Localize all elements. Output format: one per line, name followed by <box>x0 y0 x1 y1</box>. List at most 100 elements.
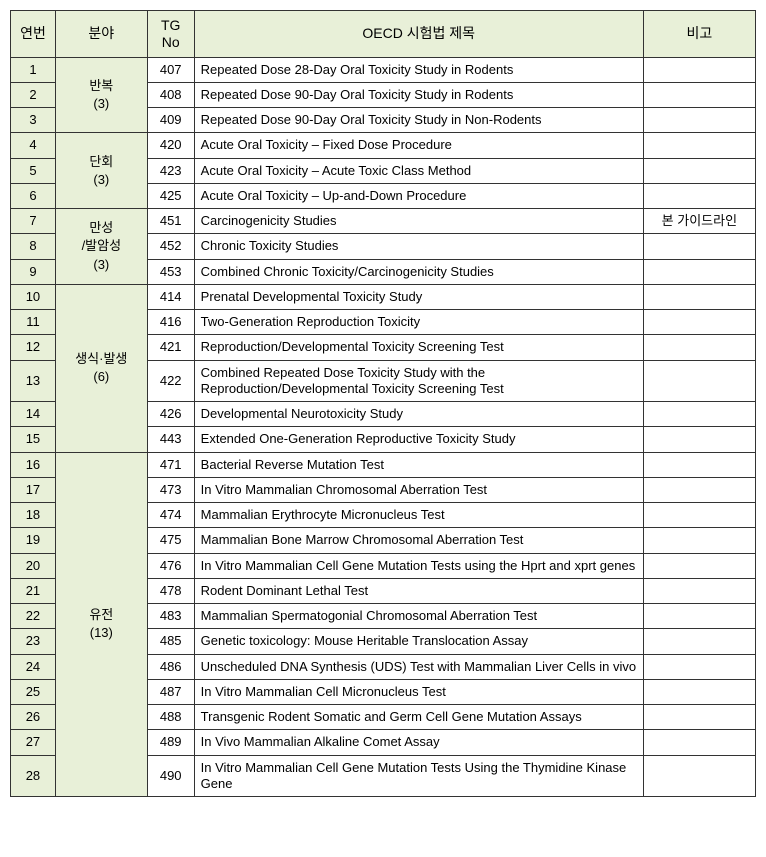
cell-title: In Vitro Mammalian Cell Gene Mutation Te… <box>194 553 643 578</box>
cell-note <box>643 553 755 578</box>
cell-note <box>643 755 755 797</box>
cell-note <box>643 503 755 528</box>
cell-note <box>643 578 755 603</box>
cell-note <box>643 679 755 704</box>
table-row: 7만성/발암성(3)451Carcinogenicity Studies본 가이… <box>11 209 756 234</box>
cell-tg-no: 423 <box>147 158 194 183</box>
table-row: 1반복(3)407Repeated Dose 28-Day Oral Toxic… <box>11 57 756 82</box>
cell-title: In Vivo Mammalian Alkaline Comet Assay <box>194 730 643 755</box>
header-tg-l2: No <box>162 34 180 50</box>
cell-tg-no: 476 <box>147 553 194 578</box>
cell-title: In Vitro Mammalian Cell Micronucleus Tes… <box>194 679 643 704</box>
cell-title: Two-Generation Reproduction Toxicity <box>194 310 643 335</box>
cell-note <box>643 284 755 309</box>
header-tg-l1: TG <box>161 17 180 33</box>
cell-num: 14 <box>11 402 56 427</box>
header-num: 연번 <box>11 11 56 58</box>
cell-num: 20 <box>11 553 56 578</box>
cell-tg-no: 426 <box>147 402 194 427</box>
cell-note <box>643 730 755 755</box>
table-body: 1반복(3)407Repeated Dose 28-Day Oral Toxic… <box>11 57 756 797</box>
cell-note <box>643 335 755 360</box>
cell-title: Prenatal Developmental Toxicity Study <box>194 284 643 309</box>
cell-category: 단회(3) <box>55 133 147 209</box>
cell-num: 19 <box>11 528 56 553</box>
cell-title: Developmental Neurotoxicity Study <box>194 402 643 427</box>
cell-tg-no: 421 <box>147 335 194 360</box>
cell-tg-no: 409 <box>147 108 194 133</box>
cell-note <box>643 108 755 133</box>
cell-tg-no: 483 <box>147 604 194 629</box>
cell-note <box>643 654 755 679</box>
cell-num: 27 <box>11 730 56 755</box>
cell-title: Acute Oral Toxicity – Up-and-Down Proced… <box>194 183 643 208</box>
cell-note <box>643 528 755 553</box>
cell-category: 반복(3) <box>55 57 147 133</box>
cell-num: 26 <box>11 705 56 730</box>
cell-num: 3 <box>11 108 56 133</box>
cell-note <box>643 604 755 629</box>
cell-num: 17 <box>11 477 56 502</box>
cell-title: Reproduction/Developmental Toxicity Scre… <box>194 335 643 360</box>
header-note: 비고 <box>643 11 755 58</box>
cell-num: 15 <box>11 427 56 452</box>
cell-num: 28 <box>11 755 56 797</box>
cell-note <box>643 234 755 259</box>
cell-note <box>643 629 755 654</box>
cell-tg-no: 451 <box>147 209 194 234</box>
cell-tg-no: 452 <box>147 234 194 259</box>
cell-num: 11 <box>11 310 56 335</box>
cell-category: 만성/발암성(3) <box>55 209 147 285</box>
cell-tg-no: 474 <box>147 503 194 528</box>
cell-title: Repeated Dose 90-Day Oral Toxicity Study… <box>194 82 643 107</box>
cell-note <box>643 477 755 502</box>
cell-tg-no: 422 <box>147 360 194 402</box>
oecd-test-table: 연번 분야 TG No OECD 시험법 제목 비고 1반복(3)407Repe… <box>10 10 756 797</box>
header-cat: 분야 <box>55 11 147 58</box>
cell-title: Extended One-Generation Reproductive Tox… <box>194 427 643 452</box>
cell-tg-no: 486 <box>147 654 194 679</box>
cell-tg-no: 487 <box>147 679 194 704</box>
cell-tg-no: 471 <box>147 452 194 477</box>
cell-num: 6 <box>11 183 56 208</box>
cell-num: 21 <box>11 578 56 603</box>
cell-note <box>643 705 755 730</box>
cell-note <box>643 402 755 427</box>
cell-num: 24 <box>11 654 56 679</box>
cell-category: 생식·발생(6) <box>55 284 147 452</box>
cell-title: In Vitro Mammalian Chromosomal Aberratio… <box>194 477 643 502</box>
cell-tg-no: 420 <box>147 133 194 158</box>
cell-note <box>643 427 755 452</box>
cell-note <box>643 310 755 335</box>
cell-title: Chronic Toxicity Studies <box>194 234 643 259</box>
cell-title: Unscheduled DNA Synthesis (UDS) Test wit… <box>194 654 643 679</box>
cell-num: 16 <box>11 452 56 477</box>
cell-title: Acute Oral Toxicity – Acute Toxic Class … <box>194 158 643 183</box>
cell-note <box>643 82 755 107</box>
cell-num: 2 <box>11 82 56 107</box>
cell-title: Repeated Dose 28-Day Oral Toxicity Study… <box>194 57 643 82</box>
cell-title: Acute Oral Toxicity – Fixed Dose Procedu… <box>194 133 643 158</box>
cell-tg-no: 485 <box>147 629 194 654</box>
cell-title: Carcinogenicity Studies <box>194 209 643 234</box>
cell-title: Combined Chronic Toxicity/Carcinogenicit… <box>194 259 643 284</box>
cell-tg-no: 490 <box>147 755 194 797</box>
cell-num: 5 <box>11 158 56 183</box>
header-row: 연번 분야 TG No OECD 시험법 제목 비고 <box>11 11 756 58</box>
cell-title: Combined Repeated Dose Toxicity Study wi… <box>194 360 643 402</box>
cell-title: Repeated Dose 90-Day Oral Toxicity Study… <box>194 108 643 133</box>
cell-tg-no: 416 <box>147 310 194 335</box>
cell-title: Bacterial Reverse Mutation Test <box>194 452 643 477</box>
cell-note <box>643 360 755 402</box>
cell-tg-no: 475 <box>147 528 194 553</box>
cell-note <box>643 183 755 208</box>
cell-title: Mammalian Spermatogonial Chromosomal Abe… <box>194 604 643 629</box>
cell-note <box>643 57 755 82</box>
cell-num: 4 <box>11 133 56 158</box>
table-row: 16유전(13)471Bacterial Reverse Mutation Te… <box>11 452 756 477</box>
cell-num: 12 <box>11 335 56 360</box>
cell-tg-no: 414 <box>147 284 194 309</box>
cell-num: 8 <box>11 234 56 259</box>
cell-tg-no: 408 <box>147 82 194 107</box>
cell-num: 13 <box>11 360 56 402</box>
